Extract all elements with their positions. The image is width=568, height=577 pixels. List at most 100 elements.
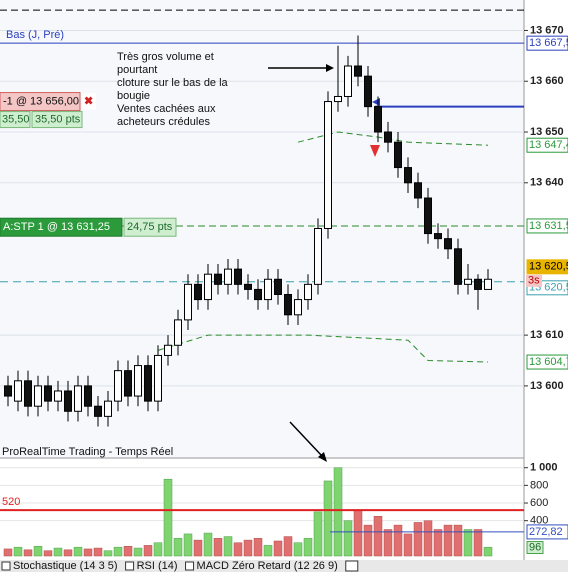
candle-body (74, 385, 82, 412)
price-badge (526, 218, 568, 234)
volume-bar (443, 524, 453, 557)
average-label: 272,82 (529, 526, 563, 538)
volume-bar (103, 550, 113, 557)
price-badge-label: 13 631,5 (529, 220, 568, 232)
candle-body (124, 370, 132, 397)
tab[interactable]: Stochastique (14 3 5) (13, 560, 118, 572)
candle-body (84, 385, 92, 407)
candle-body (324, 101, 332, 229)
tab-icon[interactable] (1, 561, 11, 571)
candle-body (144, 365, 152, 402)
lower-band (157, 334, 489, 363)
annotation: Très gros volume et (117, 51, 214, 63)
average-badge (526, 524, 568, 540)
volume-bar (413, 522, 423, 557)
cancel-button[interactable] (82, 93, 96, 110)
candle-body (454, 248, 462, 285)
candle-body (314, 227, 322, 285)
level-label: Bas (J, Pré) (6, 29, 64, 41)
volume-bar (183, 533, 193, 557)
volume-bar (113, 546, 123, 557)
candle-body (484, 278, 492, 290)
annotation: bougie (117, 90, 150, 102)
candle-body (154, 354, 162, 402)
candle-body (474, 278, 482, 290)
candle-body (24, 380, 32, 407)
candle-body (224, 268, 232, 285)
candle-body (194, 283, 202, 301)
candle-body (174, 319, 182, 346)
price-badge-label: 13 620,5 (529, 261, 568, 273)
volume-bar (283, 536, 293, 557)
tab[interactable]: RSI (14) (137, 560, 178, 572)
candle-body (134, 365, 142, 397)
tab[interactable]: MACD Zéro Retard (12 26 9) (197, 560, 338, 572)
tab-icon[interactable] (185, 561, 195, 571)
price-badge (526, 137, 568, 153)
candle-body (64, 390, 72, 412)
arrow-head (326, 64, 334, 72)
candle-body (44, 385, 52, 402)
volume-bar (53, 547, 63, 557)
candle-body (234, 268, 242, 285)
candle-body (4, 385, 12, 397)
volume-bar (313, 511, 323, 557)
volume-bar (43, 550, 53, 557)
candle-body (364, 75, 372, 108)
candle-body (404, 167, 412, 184)
candle-body (264, 278, 272, 301)
pts-box (0, 111, 31, 129)
candle-body (184, 283, 192, 321)
volume-arrow (289, 421, 323, 457)
volume-bar (303, 538, 313, 557)
candle-body (444, 238, 452, 250)
candle-body (294, 299, 302, 316)
tab-add[interactable] (345, 560, 359, 572)
candle-body (104, 400, 112, 417)
pts: 24,75 pts (127, 221, 173, 233)
price-badge-label: 13 604,7 (529, 356, 568, 368)
volume-bar (173, 538, 183, 557)
volume-bar (233, 542, 243, 557)
candle-body (424, 197, 432, 235)
last-badge (526, 541, 544, 555)
volume-bar (333, 467, 343, 557)
candle-body (14, 380, 22, 402)
candle-body (94, 405, 102, 417)
candle-body (214, 273, 222, 285)
price-badge (526, 259, 568, 275)
candle-body (354, 65, 362, 77)
volume-bar (263, 545, 273, 557)
y-tick-label: 13 660 (530, 75, 564, 87)
candle-body (434, 233, 442, 240)
candle-body (374, 106, 382, 133)
order-label: A:STP 1 @ 13 631,25 (3, 221, 110, 233)
candle-body (414, 182, 422, 199)
volume-bar (203, 532, 213, 557)
y-tick-label: 1 000 (530, 462, 558, 474)
annotation: acheteurs crédules (117, 116, 210, 128)
annotation: Ventes cachées aux (117, 103, 216, 115)
volume-bar (253, 538, 263, 557)
panel-title: ProRealTime Trading - Temps Réel (2, 446, 173, 458)
volume-bar (23, 549, 33, 557)
candle-body (344, 65, 352, 97)
volume-bar (423, 520, 433, 557)
candle-body (334, 95, 342, 103)
annotation: cloture sur le bas de la (117, 77, 229, 89)
pts-box (123, 217, 177, 237)
volume-bar (343, 520, 353, 557)
y-tick-label: 13 670 (530, 24, 564, 36)
volume-bar (463, 529, 473, 557)
order-box (0, 92, 81, 112)
volume-bar (143, 545, 153, 557)
volume-bar (133, 547, 143, 557)
y-tick-label: 13 600 (530, 380, 564, 392)
volume-bar (163, 478, 173, 557)
y-tick-label: 13 610 (530, 329, 564, 341)
candle-body (304, 283, 312, 301)
candle-body (464, 278, 472, 285)
tab-icon[interactable] (125, 561, 135, 571)
volume-bar (243, 539, 253, 557)
